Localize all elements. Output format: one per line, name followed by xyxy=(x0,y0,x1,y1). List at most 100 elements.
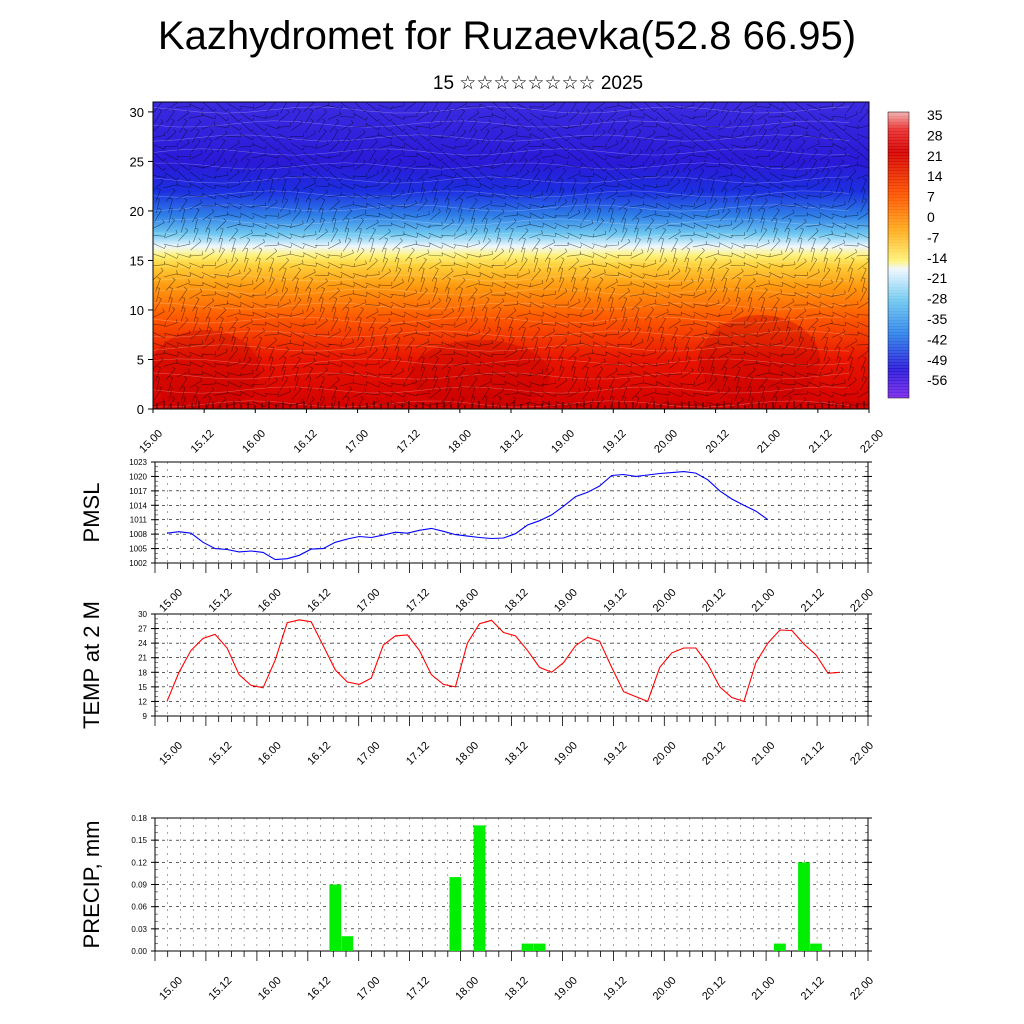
pmsl-y-tick-label: 1005 xyxy=(129,545,147,554)
colorbar: 35 28 21 14 7 0 -7 -14 -21 -28 -35 -42 -49 -56 xyxy=(887,107,947,399)
temp-x-tick-label: 21.12 xyxy=(799,740,827,768)
temp-x-tick-label: 19.00 xyxy=(552,740,580,768)
surface-ticks xyxy=(156,401,865,409)
temp-x-tick-label: 20.00 xyxy=(651,740,679,768)
pmsl-x-tick-label: 16.12 xyxy=(305,587,333,615)
cross-section-x-tick-label: 20.00 xyxy=(652,428,680,456)
colorbar-label: 35 xyxy=(927,107,943,123)
isoline xyxy=(153,302,850,310)
temp-y-tick-label: 30 xyxy=(138,610,147,619)
pmsl-panel: 1002 1005 1008 1011 1014 1017 1020 1023 PMSL 15.0… xyxy=(79,458,876,615)
temp-x-tick-label: 22.00 xyxy=(848,740,876,768)
precip-bar xyxy=(329,884,342,951)
precip-x-ticks xyxy=(154,951,869,961)
colorbar-label: 14 xyxy=(927,168,943,184)
isoline xyxy=(153,190,850,198)
precip-x-tick-label: 15.12 xyxy=(207,975,235,1003)
cross-section-y-tick-label: 30 xyxy=(130,105,144,120)
pmsl-y-axis-title: PMSL xyxy=(79,483,104,543)
precip-x-tick-label: 17.12 xyxy=(404,975,432,1003)
colorbar-label: -7 xyxy=(927,229,940,245)
colorbar-label: 21 xyxy=(927,148,943,164)
pmsl-y-tick-label: 1023 xyxy=(129,458,147,467)
precip-y-tick-label: 0.12 xyxy=(131,858,147,867)
precip-x-tick-label: 16.12 xyxy=(305,975,333,1003)
cross-section-y-tick-label: 10 xyxy=(130,303,144,318)
pmsl-y-tick-label: 1008 xyxy=(129,530,147,539)
chart-title: Kazhydromet for Ruzaevka(52.8 66.95) xyxy=(157,14,857,58)
temp-y-tick-label: 9 xyxy=(143,712,148,721)
temp-x-tick-label: 16.12 xyxy=(305,740,333,768)
pmsl-x-tick-label: 16.00 xyxy=(256,587,284,615)
colorbar-label: 7 xyxy=(927,189,935,205)
warm-pocket xyxy=(153,330,260,409)
chart-subtitle: 15 ☆☆☆☆☆☆☆☆ 2025 xyxy=(432,73,644,94)
pmsl-x-tick-label: 19.12 xyxy=(601,587,629,615)
colorbar-label: -21 xyxy=(927,270,947,286)
precip-x-tick-label: 21.12 xyxy=(799,975,827,1003)
temp-x-tick-label: 18.00 xyxy=(453,740,481,768)
colorbar-label: -49 xyxy=(927,352,947,368)
cross-section-y-tick-label: 0 xyxy=(137,402,144,417)
isoline xyxy=(153,344,850,352)
precip-x-tick-label: 19.00 xyxy=(552,975,580,1003)
cross-section-x-tick-label: 19.12 xyxy=(601,428,629,456)
pmsl-x-tick-label: 17.00 xyxy=(355,587,383,615)
colorbar-label: -14 xyxy=(927,250,947,266)
pmsl-x-tick-label: 22.00 xyxy=(848,587,876,615)
cross-section-x-tick-label: 19.00 xyxy=(549,428,577,456)
wind-barbs xyxy=(153,102,869,409)
precip-x-tick-label: 18.00 xyxy=(453,975,481,1003)
precip-x-tick-label: 19.12 xyxy=(601,975,629,1003)
isoline xyxy=(153,260,850,268)
colorbar-label: 28 xyxy=(927,127,943,143)
precip-y-tick-label: 0.03 xyxy=(131,925,147,934)
temp-x-tick-label: 17.00 xyxy=(355,740,383,768)
precip-y-tick-label: 0.06 xyxy=(131,903,147,912)
precip-bar xyxy=(810,943,822,951)
precip-bar xyxy=(449,877,462,951)
pmsl-y-tick-label: 1011 xyxy=(130,516,148,525)
precipitation-panel: 0.00 0.03 0.06 0.09 0.12 0.15 0.18 PRECIP, mm 15… xyxy=(79,814,876,1003)
colorbar-label: -42 xyxy=(927,331,947,347)
precip-x-tick-label: 15.00 xyxy=(157,975,185,1003)
cross-section-x-tick-label: 17.12 xyxy=(395,428,423,456)
temp-x-tick-label: 18.12 xyxy=(503,740,531,768)
pmsl-x-tick-label: 20.12 xyxy=(700,587,728,615)
isoline xyxy=(153,120,850,128)
pmsl-x-tick-label: 20.00 xyxy=(651,587,679,615)
colorbar-label: -56 xyxy=(927,372,947,388)
temp-x-ticks xyxy=(154,716,869,726)
precip-y-tick-label: 0.15 xyxy=(131,836,147,845)
pmsl-x-tick-label: 18.00 xyxy=(453,587,481,615)
cross-section-x-tick-label: 15.00 xyxy=(137,428,165,456)
pmsl-x-tick-label: 17.12 xyxy=(404,587,432,615)
precip-x-tick-label: 16.00 xyxy=(256,975,284,1003)
colorbar-scale xyxy=(887,111,910,399)
pmsl-x-ticks xyxy=(154,563,869,573)
cross-section-x-tick-label: 15.12 xyxy=(189,428,217,456)
isoline xyxy=(153,274,850,282)
precip-x-tick-label: 17.00 xyxy=(355,975,383,1003)
precip-y-tick-label: 0.00 xyxy=(131,947,147,956)
cross-section-x-tick-label: 16.00 xyxy=(240,428,268,456)
pmsl-y-tick-label: 1002 xyxy=(129,559,147,568)
precip-y-tick-label: 0.09 xyxy=(131,881,147,890)
precip-bar xyxy=(774,943,786,951)
temp-y-axis-title: TEMP at 2 M xyxy=(79,601,104,729)
precip-x-tick-label: 21.00 xyxy=(749,975,777,1003)
temp-vertical-grid xyxy=(154,614,869,716)
pmsl-x-tick-label: 18.12 xyxy=(503,587,531,615)
temp-y-tick-label: 12 xyxy=(138,697,147,706)
pmsl-series-line xyxy=(166,471,769,561)
cross-section-x-tick-label: 22.00 xyxy=(858,428,886,456)
precip-y-axis-title: PRECIP, mm xyxy=(79,821,104,949)
isoline xyxy=(153,218,850,226)
isoline xyxy=(153,372,850,380)
temp-y-tick-label: 15 xyxy=(138,683,147,692)
precip-bar xyxy=(341,936,354,951)
colorbar-bands xyxy=(888,114,909,398)
precip-y-tick-label: 0.18 xyxy=(131,814,147,823)
temp-y-tick-label: 18 xyxy=(138,668,147,677)
